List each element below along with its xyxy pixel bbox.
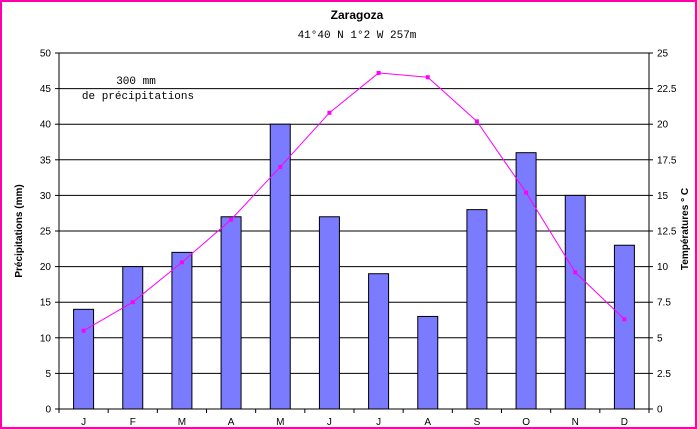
x-tick-label: A — [424, 417, 431, 427]
x-tick-label: M — [178, 417, 186, 427]
temperature-point — [524, 190, 529, 195]
bar — [122, 266, 144, 410]
temperature-point — [130, 300, 135, 305]
bar — [613, 244, 635, 410]
bar — [417, 315, 439, 410]
chart-subtitle: 41°40 N 1°2 W 257m — [298, 30, 417, 42]
y-tick-label: 45 — [40, 84, 52, 95]
bar — [73, 308, 95, 410]
temperature-point — [278, 164, 283, 169]
temperature-line — [83, 72, 625, 332]
bar-series — [73, 123, 635, 410]
y-tick-label: 5 — [45, 369, 51, 380]
y-axis-label: Précipitations (mm) — [14, 184, 25, 277]
y2-tick-label: 22.5 — [657, 84, 677, 95]
x-tick-label: N — [572, 417, 579, 427]
x-tick-label: S — [474, 417, 481, 427]
y-tick-label: 50 — [40, 49, 52, 60]
bar — [466, 209, 488, 410]
x-tick-label: M — [276, 417, 284, 427]
x-tick-label: D — [621, 417, 628, 427]
y2-tick-label: 17.5 — [657, 155, 677, 166]
temperature-series — [81, 70, 627, 333]
temperature-point — [573, 270, 578, 275]
y-tick-label: 35 — [40, 155, 52, 166]
temperature-point — [327, 110, 332, 115]
temperature-point — [376, 70, 381, 75]
temperature-point — [179, 260, 184, 265]
annotation-line-1: 300 mm — [116, 76, 156, 88]
temperature-point — [622, 317, 627, 322]
x-tick-label: A — [228, 417, 235, 427]
x-tick-label: O — [522, 417, 530, 427]
y2-tick-label: 25 — [657, 49, 669, 60]
chart-title: Zaragoza — [331, 8, 384, 22]
x-tick-label: J — [376, 417, 381, 427]
x-tick-label: J — [327, 417, 332, 427]
y-tick-label: 15 — [40, 298, 52, 309]
axes — [55, 52, 653, 413]
y-tick-label: 10 — [40, 333, 52, 344]
temperature-point — [81, 328, 86, 333]
temperature-point — [474, 119, 479, 124]
bar — [368, 273, 390, 410]
y2-tick-label: 10 — [657, 262, 669, 273]
y2-tick-label: 15 — [657, 191, 669, 202]
y-tick-label: 40 — [40, 120, 52, 131]
bar — [171, 251, 193, 410]
annotation-line-2: de précipitations — [82, 91, 194, 103]
bar — [220, 216, 242, 410]
temperature-point — [425, 75, 430, 80]
y-tick-label: 30 — [40, 191, 52, 202]
bar — [564, 194, 586, 410]
x-tick-label: J — [81, 417, 86, 427]
gridlines — [59, 52, 649, 374]
x-tick-label: F — [130, 417, 136, 427]
y2-tick-label: 0 — [657, 405, 663, 416]
temperature-point — [229, 217, 234, 222]
y-tick-label: 25 — [40, 227, 52, 238]
y2-tick-label: 12.5 — [657, 227, 677, 238]
y2-tick-label: 20 — [657, 120, 669, 131]
y-tick-label: 20 — [40, 262, 52, 273]
y2-axis-label: Températures ° C — [680, 188, 691, 270]
y2-tick-label: 7.5 — [657, 298, 671, 309]
y-tick-label: 0 — [45, 405, 51, 416]
bar — [318, 216, 340, 410]
y2-tick-label: 5 — [657, 333, 663, 344]
y2-tick-label: 2.5 — [657, 369, 671, 380]
tick-labels: 0 5 10 15 20 25 30 35 40 45 50 0 2.5 5 7.5 10 12.5 15 17.5… — [40, 49, 677, 428]
